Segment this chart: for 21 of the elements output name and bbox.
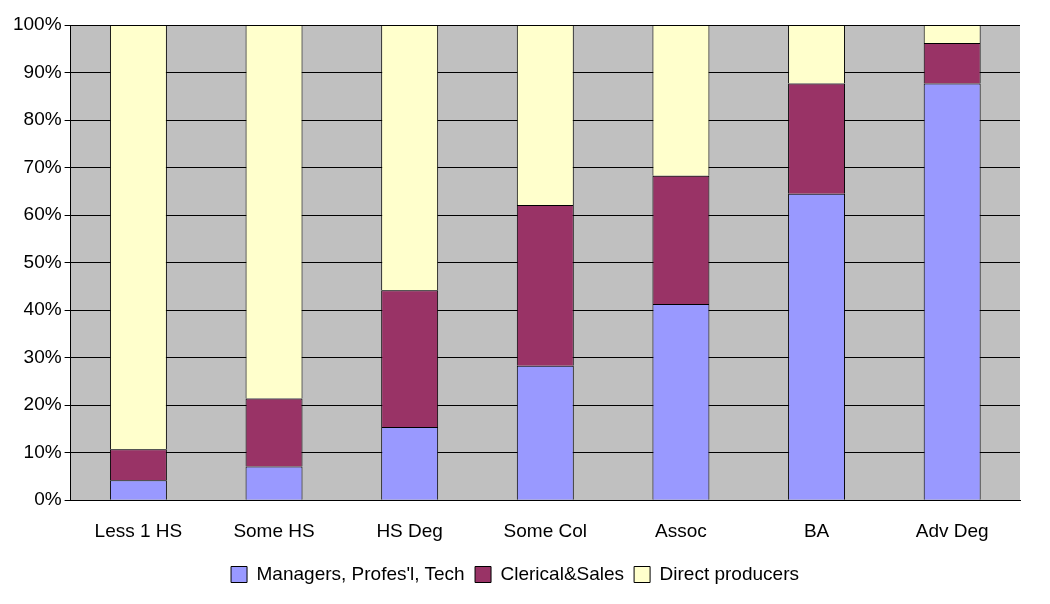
x-tick-label: Some Col <box>503 519 588 541</box>
legend-label: Managers, Profes'l, Tech <box>256 562 465 584</box>
x-tick-label: Some HS <box>233 519 315 541</box>
x-tick-label: HS Deg <box>376 519 443 541</box>
y-tick-label: 60% <box>23 203 62 225</box>
y-tick-label: 100% <box>12 13 62 35</box>
y-tick-label: 80% <box>23 108 62 130</box>
x-tick-label: Adv Deg <box>915 519 989 541</box>
x-tick-label: Assoc <box>655 519 707 541</box>
y-tick-label: 0% <box>34 488 62 510</box>
y-tick-label: 30% <box>23 345 62 367</box>
legend-label: Clerical&Sales <box>500 562 625 584</box>
y-tick-label: 90% <box>23 60 62 82</box>
y-tick-label: 10% <box>23 440 62 462</box>
x-tick-label: BA <box>803 519 830 541</box>
x-tick-label: Less 1 HS <box>94 519 183 541</box>
y-tick-label: 40% <box>23 298 62 320</box>
y-tick-label: 20% <box>23 393 62 415</box>
legend-label: Direct producers <box>659 562 799 584</box>
y-tick-label: 50% <box>23 250 62 272</box>
y-tick-label: 70% <box>23 155 62 177</box>
